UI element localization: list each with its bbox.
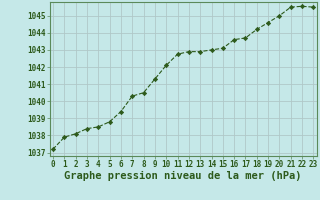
X-axis label: Graphe pression niveau de la mer (hPa): Graphe pression niveau de la mer (hPa) (64, 171, 302, 181)
